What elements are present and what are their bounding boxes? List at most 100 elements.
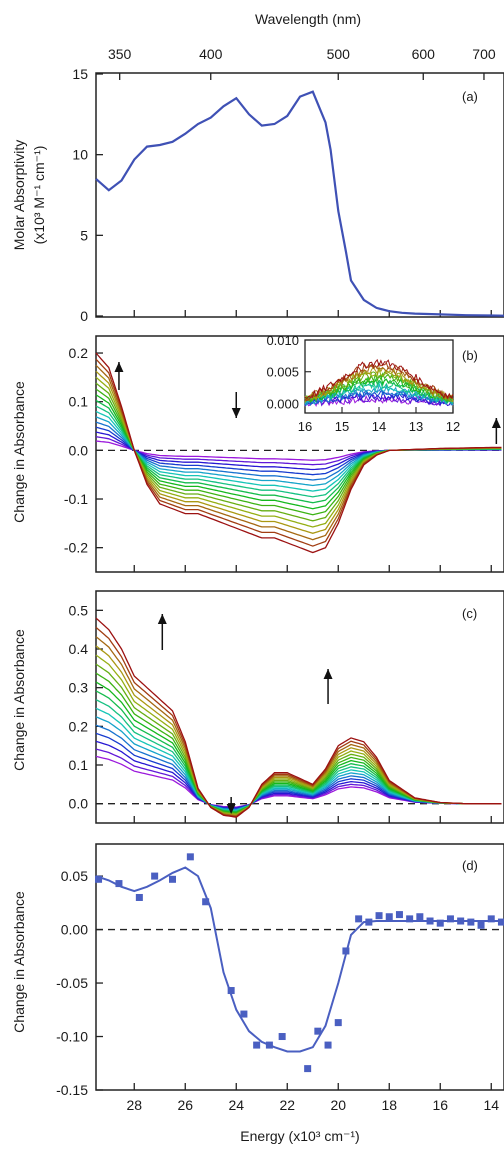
data-point xyxy=(227,987,235,995)
data-point xyxy=(151,872,159,880)
panel-b-frame xyxy=(95,335,504,573)
data-point xyxy=(416,913,424,921)
ytick-label: 0.00 xyxy=(61,922,88,938)
inset-xtick-label: 14 xyxy=(372,419,386,434)
panel-b-series-group xyxy=(95,352,502,554)
ytick-label: 0.1 xyxy=(69,394,89,410)
inset-xtick-label: 13 xyxy=(409,419,423,434)
panel-a-ylabel-1: Molar Absorptivity xyxy=(11,140,27,250)
ytick-label: -0.05 xyxy=(56,975,88,991)
panel-a-frame xyxy=(95,72,504,318)
ytick-label: 0.3 xyxy=(69,680,89,696)
panel-d-ylabel: Change in Absorbance xyxy=(11,891,27,1033)
ytick-label: 0.05 xyxy=(61,868,88,884)
data-point xyxy=(446,915,454,923)
xtick-label: 26 xyxy=(177,1097,193,1113)
ytick-label: 0.2 xyxy=(69,718,89,734)
data-point xyxy=(202,898,210,906)
xtick-label: 16 xyxy=(432,1097,448,1113)
arrow-up-icon xyxy=(323,669,333,679)
panel-b-label: (b) xyxy=(462,348,478,363)
panel-a-yticks: 0 5 10 15 xyxy=(72,66,103,324)
ytick-label: -0.2 xyxy=(64,540,88,556)
panel-c-arrows xyxy=(157,614,333,814)
panel-c-label: (c) xyxy=(462,606,477,621)
arrow-down-icon xyxy=(226,804,236,814)
inset-series-12 xyxy=(304,371,454,402)
panel-c-series-17 xyxy=(95,617,502,818)
panel-d-fit-line xyxy=(95,866,504,1053)
panel-c: (c) Change in Absorbance 0.0 0.1 0.2 0.3 0.4… xyxy=(11,590,504,824)
inset-series-15 xyxy=(304,364,454,402)
panel-b-xticks xyxy=(133,565,492,572)
xtick-label: 14 xyxy=(483,1097,499,1113)
ytick-label: 0.5 xyxy=(69,602,89,618)
inset-xtick-label: 12 xyxy=(446,419,460,434)
ytick-label: -0.10 xyxy=(56,1029,88,1045)
top-axis-title: Wavelength (nm) xyxy=(255,11,361,27)
panel-d-label: (d) xyxy=(462,858,478,873)
ytick-label: 0 xyxy=(80,308,88,324)
data-point xyxy=(497,918,504,926)
data-point xyxy=(467,918,475,926)
ytick-label: 0.2 xyxy=(69,345,89,361)
inset-xtick-label: 16 xyxy=(298,419,312,434)
panel-d-xlabel: Energy (x10³ cm⁻¹) xyxy=(240,1128,359,1144)
data-point xyxy=(395,911,403,919)
panel-b: (b) Change in Absorbance -0.2 -0.1 0.0 0.1 0… xyxy=(11,333,504,573)
data-point xyxy=(265,1041,273,1049)
panel-d: (d) Change in Absorbance -0.15 -0.10 -0.05… xyxy=(11,843,504,1144)
top-tick-label: 500 xyxy=(327,46,351,62)
ytick-label: 5 xyxy=(80,227,88,243)
top-tick-label: 350 xyxy=(108,46,132,62)
data-point xyxy=(334,1019,342,1027)
panel-b-inset: 0.000 0.005 0.010 16 15 14 13 12 xyxy=(266,333,460,434)
ytick-label: -0.15 xyxy=(56,1082,88,1098)
data-point xyxy=(115,880,123,888)
inset-ytick-label: 0.010 xyxy=(266,333,299,348)
ytick-label: 10 xyxy=(72,147,88,163)
data-point xyxy=(240,1010,248,1018)
data-point xyxy=(135,893,143,901)
data-point xyxy=(375,912,383,920)
ytick-label: 15 xyxy=(72,66,88,82)
panel-b-series-17 xyxy=(95,352,502,554)
panel-d-frame xyxy=(95,843,504,1091)
arrow-up-icon xyxy=(114,362,124,372)
panel-b-series-10 xyxy=(95,394,502,510)
ytick-label: -0.1 xyxy=(64,491,88,507)
data-point xyxy=(278,1033,286,1041)
data-point xyxy=(186,853,194,861)
xtick-label: 24 xyxy=(228,1097,244,1113)
panel-c-frame xyxy=(95,590,504,824)
panel-a-ylabel-2: (x10³ M⁻¹ cm⁻¹) xyxy=(31,146,47,245)
ytick-label: 0.1 xyxy=(69,757,89,773)
panel-b-series-16 xyxy=(95,358,502,547)
data-point xyxy=(477,921,485,929)
inset-xticks: 16 15 14 13 12 xyxy=(298,407,460,434)
panel-a-label: (a) xyxy=(462,89,478,104)
panel-a-absorptivity-line xyxy=(95,90,504,317)
panel-d-xticks: 28 26 24 22 20 18 16 14 xyxy=(126,1083,499,1113)
inset-yticks: 0.000 0.005 0.010 xyxy=(266,333,311,411)
panel-c-yticks: 0.0 0.1 0.2 0.3 0.4 0.5 xyxy=(69,602,103,812)
data-point xyxy=(95,875,103,883)
data-point xyxy=(457,917,465,925)
top-tick-label: 600 xyxy=(412,46,436,62)
ytick-label: 0.0 xyxy=(69,796,89,812)
panel-a: (a) Molar Absorptivity (x10³ M⁻¹ cm⁻¹) 0… xyxy=(11,66,504,324)
xtick-label: 22 xyxy=(279,1097,295,1113)
data-point xyxy=(436,919,444,927)
data-point xyxy=(324,1041,332,1049)
panel-c-xticks xyxy=(133,816,492,823)
top-axis-ticks: 350 400 500 600 700 xyxy=(108,46,496,80)
data-point xyxy=(342,947,350,955)
data-point xyxy=(385,913,393,921)
inset-ytick-label: 0.000 xyxy=(266,396,299,411)
xtick-label: 28 xyxy=(126,1097,142,1113)
data-point xyxy=(314,1027,322,1035)
data-point xyxy=(304,1065,312,1073)
data-point xyxy=(365,918,373,926)
data-point xyxy=(355,915,363,923)
